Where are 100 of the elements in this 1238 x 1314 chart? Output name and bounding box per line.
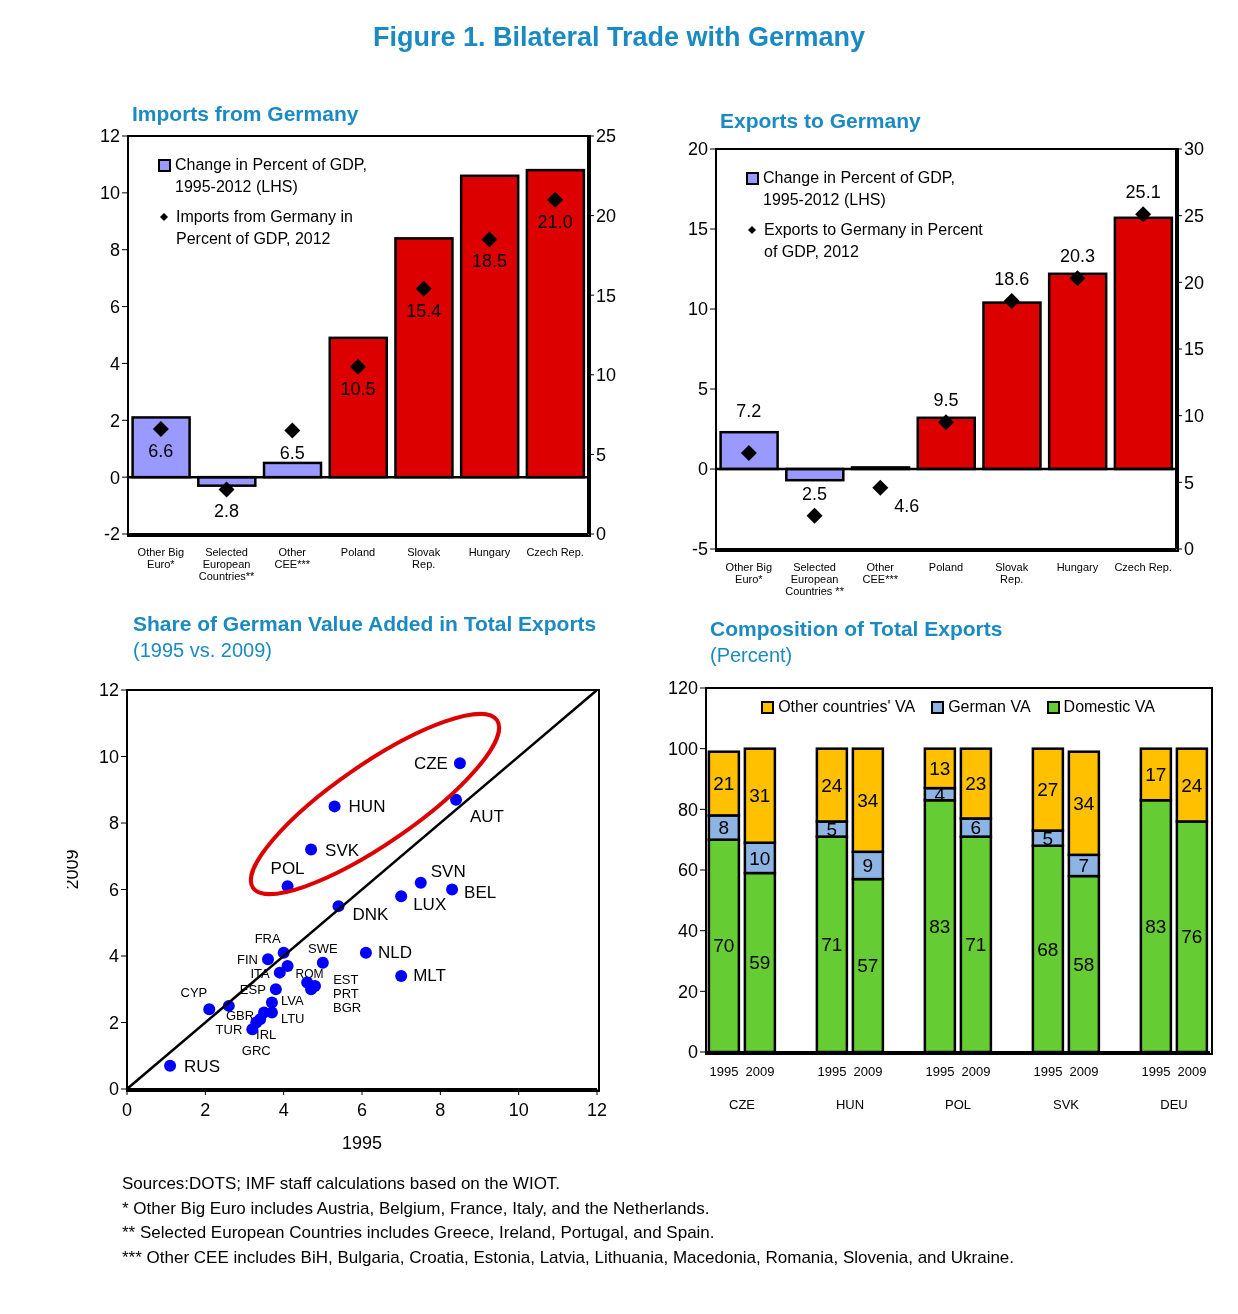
point xyxy=(284,422,301,439)
caption: Figure 1. Bilateral Trade with Germany xyxy=(371,22,867,53)
x-tick-label: Czech Rep. xyxy=(526,546,584,558)
point xyxy=(395,969,408,982)
text: DEU xyxy=(1159,1097,1189,1112)
legend-label: Change in Percent of GDP, 1995-2012 (LHS) xyxy=(763,168,956,210)
y2-tick-label: 20 xyxy=(1184,272,1205,293)
y-tick-label: 80 xyxy=(677,799,698,820)
y2-tick-label: 15 xyxy=(1184,339,1205,360)
text: *** Other CEE includes BiH, Bulgaria, Croatia, Estonia, Latvia, Lithuania, Macedonia, Romania, Slovenia, and Ukraine. xyxy=(122,1247,1016,1268)
y2-tick-label: 30 xyxy=(1184,139,1205,160)
data-label: LUX xyxy=(413,895,447,915)
data-label: 20.3 xyxy=(1059,246,1095,267)
x-tick-label: Poland xyxy=(928,561,964,573)
x-tick-label: 1995 xyxy=(1033,1064,1063,1079)
data-label: LVA xyxy=(280,992,304,1008)
data-label: 57 xyxy=(857,955,879,977)
y-tick-label: 2 xyxy=(109,410,120,431)
y-tick-label: 12 xyxy=(98,680,119,701)
data-label: 21.0 xyxy=(537,211,573,232)
data-label: LTU xyxy=(280,1010,305,1026)
chart-title: Exports to Germany xyxy=(720,109,921,133)
x-tick-label: Slovak Rep. xyxy=(995,561,1029,585)
x-tick-label: 8 xyxy=(435,1099,446,1120)
data-label: HUN xyxy=(348,797,386,817)
x-tick-label: 1995 xyxy=(925,1064,955,1079)
point xyxy=(316,956,329,969)
x-tick-label: Poland xyxy=(340,546,376,558)
data-label: 5 xyxy=(826,818,838,840)
y-tick-label: 8 xyxy=(108,813,119,834)
data-label: 18.6 xyxy=(994,269,1030,289)
y2-tick-label: 0 xyxy=(596,524,607,545)
point xyxy=(152,420,169,437)
text: HUN xyxy=(834,1097,866,1112)
y-tick-label: 0 xyxy=(687,1042,698,1063)
x-tick-label: 1995 xyxy=(1141,1064,1171,1079)
point xyxy=(350,358,366,375)
data-label: 27 xyxy=(1037,779,1059,801)
point xyxy=(1069,270,1086,287)
point xyxy=(481,231,498,248)
legend-label: German VA xyxy=(948,697,1031,717)
data-label: EST xyxy=(333,971,359,987)
data-label: 18.5 xyxy=(471,251,507,272)
data-label: 25.1 xyxy=(1125,182,1161,203)
x-tick-label: 2009 xyxy=(1069,1064,1099,1079)
y-tick-label: 4 xyxy=(109,353,120,374)
y-tick-label: 8 xyxy=(109,240,120,261)
legend-label: Change in Percent of GDP, 1995-2012 (LHS) xyxy=(175,155,368,197)
point xyxy=(395,890,408,903)
y-tick-label: 120 xyxy=(667,678,698,699)
y-tick-label: -2 xyxy=(103,524,120,545)
data-label: GBR xyxy=(225,1007,255,1023)
y2-tick-label: 5 xyxy=(1184,472,1195,493)
data-label: FIN xyxy=(237,952,258,968)
data-label: 5 xyxy=(1042,827,1054,849)
x-tick-label: 2009 xyxy=(745,1064,775,1079)
data-label: MLT xyxy=(413,965,446,985)
data-label: 76 xyxy=(1181,926,1203,948)
point xyxy=(262,953,274,966)
data-label: 58 xyxy=(1073,953,1095,975)
data-label: 34 xyxy=(857,789,879,811)
data-label: POL xyxy=(270,859,305,879)
data-label: PRT xyxy=(333,985,359,1001)
data-label: 31 xyxy=(749,785,771,807)
y2-tick-label: 10 xyxy=(1184,406,1205,427)
source-note: Sources:DOTS; IMF staff calculations based on the WIOT. xyxy=(122,1174,562,1194)
y-tick-label: 20 xyxy=(677,981,698,1002)
y-tick-label: 60 xyxy=(677,860,698,881)
y-tick-label: 0 xyxy=(697,459,708,480)
y-tick-label: 6 xyxy=(109,296,120,317)
data-label: 9.5 xyxy=(933,390,959,411)
point xyxy=(164,1059,177,1072)
y-tick-label: 15 xyxy=(687,219,708,240)
point xyxy=(328,800,341,813)
text: CZE xyxy=(728,1097,756,1112)
point xyxy=(359,946,372,959)
point xyxy=(265,996,278,1009)
legend-label: Domestic VA xyxy=(1063,697,1155,717)
x-tick-label: Hungary xyxy=(1056,561,1099,573)
data-label: 83 xyxy=(929,915,951,937)
y-tick-label: 0 xyxy=(108,1079,119,1100)
legend-label: Other countries' VA xyxy=(778,697,916,717)
x-tick-label: Other Big Euro* xyxy=(137,546,185,570)
x-tick-label: 12 xyxy=(586,1099,608,1120)
point xyxy=(872,479,889,496)
data-label: 59 xyxy=(749,952,771,974)
data-label: SWE xyxy=(308,940,338,956)
y-tick-label: 10 xyxy=(99,183,120,204)
data-label: RUS xyxy=(184,1056,220,1076)
text: SVK xyxy=(1052,1097,1080,1112)
data-label: FRA xyxy=(254,930,281,946)
x-axis-title: 1995 xyxy=(341,1133,383,1153)
y-tick-label: 40 xyxy=(677,921,698,942)
data-label: 10 xyxy=(749,847,771,869)
data-label: 83 xyxy=(1145,915,1167,937)
data-label: 68 xyxy=(1037,938,1059,960)
data-label: 10.5 xyxy=(340,378,376,399)
data-label: AUT xyxy=(470,806,504,826)
x-tick-label: Czech Rep. xyxy=(1114,561,1172,573)
x-tick-label: 2009 xyxy=(853,1064,883,1079)
